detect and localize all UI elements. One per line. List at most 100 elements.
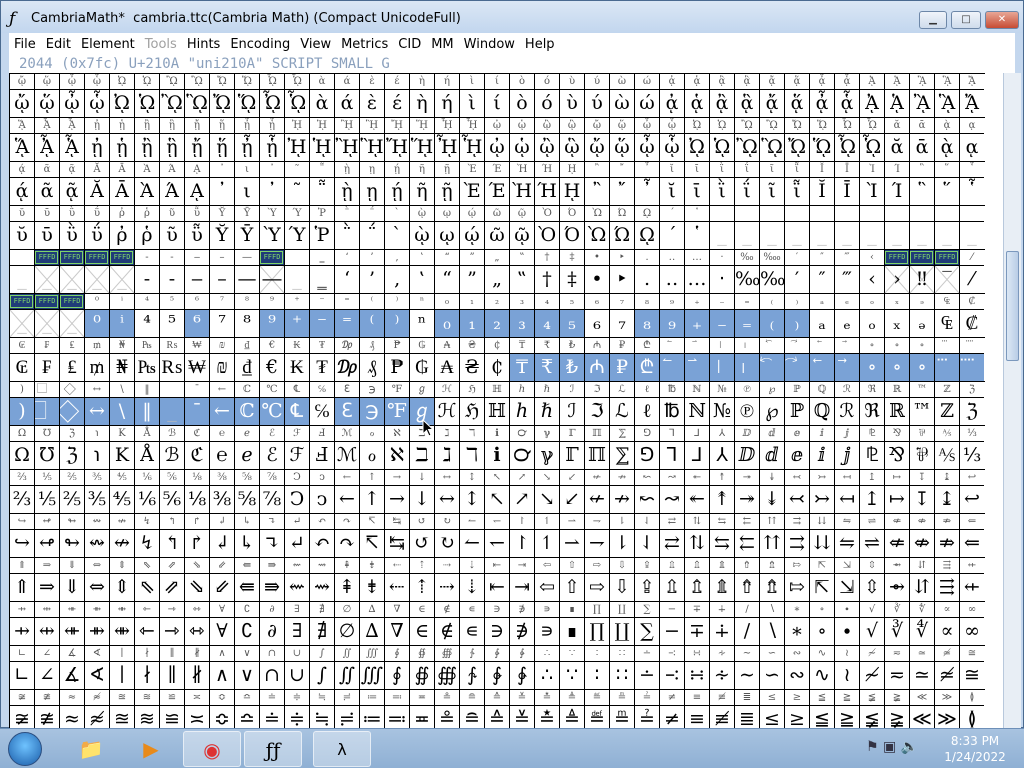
glyph-cell[interactable]: ῧ <box>184 222 209 249</box>
glyph-cell[interactable]: Ᾱ <box>109 178 134 205</box>
glyph-cell[interactable]: _ <box>934 222 959 249</box>
glyph-cell[interactable]: ῷ <box>509 222 534 249</box>
glyph-cell[interactable]: ⅁ <box>634 442 659 469</box>
glyph-cell[interactable]: ᾖ <box>234 134 259 161</box>
glyph-cell[interactable]: ₰ <box>359 354 384 381</box>
glyph-preview-row[interactable]: ↪ ↫ ↬ ↭ ↮ ↯ ↰ ↱ ↲ ↳ ↴ ↵ ↶ ↷ ↸ ↹ ↺ ↻ ↼ ↽ … <box>9 530 984 557</box>
glyph-cell[interactable]: ώ <box>634 90 659 117</box>
glyph-cell[interactable]: ⇬ <box>684 574 709 601</box>
glyph-cell[interactable]: ή <box>434 90 459 117</box>
glyph-cell[interactable]: ⅇ <box>784 442 809 469</box>
glyph-cell[interactable]: ≅ <box>959 662 984 689</box>
glyph-cell[interactable]: ∞ <box>959 618 984 645</box>
glyph-cell[interactable]: ∅ <box>334 618 359 645</box>
glyph-cell[interactable]: ↦ <box>884 486 909 513</box>
glyph-cell[interactable]: ί <box>484 90 509 117</box>
glyph-cell[interactable]: ∘ <box>859 354 884 381</box>
glyph-cell[interactable]: ∦ <box>184 662 209 689</box>
glyph-cell[interactable]: Ώ <box>609 222 634 249</box>
glyph-cell[interactable]: ⁄ <box>959 266 984 293</box>
glyph-cell[interactable]: ₢ <box>9 354 34 381</box>
glyph-cell[interactable]: ≟ <box>634 706 659 729</box>
glyph-cell[interactable]: ᾆ <box>809 90 834 117</box>
glyph-cell[interactable]: ₳ <box>434 354 459 381</box>
glyph-cell[interactable]: ῄ <box>384 178 409 205</box>
glyph-cell[interactable]: ∰ <box>434 662 459 689</box>
glyph-cell[interactable]: ₸ <box>509 354 534 381</box>
glyph-cell[interactable]: ↔ <box>434 486 459 513</box>
glyph-cell[interactable]: ⇵ <box>909 574 934 601</box>
glyph-cell[interactable]: ∧ <box>209 662 234 689</box>
glyph-cell[interactable]: ↜ <box>634 486 659 513</box>
glyph-cell[interactable]: ⁸ <box>234 310 259 337</box>
glyph-cell[interactable]: ↰ <box>159 530 184 557</box>
glyph-cell[interactable]: ⇡ <box>409 574 434 601</box>
glyph-cell[interactable]: ₤ <box>59 354 84 381</box>
glyph-cell[interactable]: ∗ <box>784 618 809 645</box>
glyph-cell[interactable]: ․ <box>634 266 659 293</box>
glyph-cell[interactable]: ᾁ <box>684 90 709 117</box>
glyph-cell[interactable]: ᾯ <box>859 134 884 161</box>
glyph-preview-row[interactable]: ≆ ≇ ≈ ≉ ≊ ≋ ≌ ≍ ≎ ≏ ≐ ≑ ≒ ≓ ≔ ≕ ≖ ≗ ≘ ≙ … <box>9 706 984 729</box>
glyph-cell[interactable]: ⇥ <box>509 574 534 601</box>
glyph-cell[interactable]: ∛ <box>884 618 909 645</box>
explorer-icon[interactable]: 📁 <box>78 737 104 761</box>
glyph-cell[interactable]: ≖ <box>409 706 434 729</box>
glyph-cell[interactable]: ∡ <box>59 662 84 689</box>
glyph-preview-row[interactable]: ⇑ ⇒ ⇓ ⇔ ⇕ ⇖ ⇗ ⇘ ⇙ ⇚ ⇛ ⇜ ⇝ ⇞ ⇟ ⇠ ⇡ ⇢ ⇣ ⇤ … <box>9 574 984 601</box>
glyph-cell[interactable]: ᾝ <box>409 134 434 161</box>
volume-icon[interactable]: 🔈 <box>900 739 919 755</box>
glyph-cell[interactable]: ℛ <box>834 398 859 425</box>
glyph-cell[interactable]: ⅀ <box>609 442 634 469</box>
glyph-cell[interactable]: ↻ <box>434 530 459 557</box>
glyph-cell[interactable]: ℰ <box>259 442 284 469</box>
glyph-cell[interactable]: ℍ <box>484 398 509 425</box>
glyph-preview-row[interactable]: Ω ℧ ℨ ℩ K Å ℬ ℭ ℮ ℯ ℰ ℱ Ⅎ ℳ ℴ ℵ ℶ ℷ ℸ ℹ … <box>9 442 984 469</box>
glyph-cell[interactable]: ∏ <box>584 618 609 645</box>
glyph-cell[interactable]: ↭ <box>84 530 109 557</box>
glyph-cell[interactable]: ₾ <box>634 354 659 381</box>
glyph-cell[interactable]: ≏ <box>234 706 259 729</box>
glyph-cell[interactable]: ῁ <box>309 178 334 205</box>
glyph-cell[interactable]: ₍ <box>759 310 784 337</box>
glyph-cell[interactable]: _ <box>109 266 134 293</box>
glyph-cell[interactable]: ΰ <box>84 222 109 249</box>
glyph-cell[interactable]: ≤ <box>759 706 784 729</box>
glyph-cell[interactable]: – <box>209 266 234 293</box>
glyph-cell[interactable]: ⇑ <box>9 574 34 601</box>
glyph-cell[interactable]: ← <box>334 486 359 513</box>
glyph-cell[interactable]: ≉ <box>84 706 109 729</box>
glyph-cell[interactable]: ⇮ <box>734 574 759 601</box>
glyph-cell[interactable]: ↮ <box>109 530 134 557</box>
glyph-cell[interactable]: ↓ <box>409 486 434 513</box>
glyph-cell[interactable]: _ <box>709 222 734 249</box>
glyph-cell[interactable]: ≬ <box>959 706 984 729</box>
glyph-cell[interactable]: ∶ <box>584 662 609 689</box>
glyph-cell[interactable]: ∽ <box>759 662 784 689</box>
glyph-cell[interactable]: ℯ <box>234 442 259 469</box>
glyph-cell[interactable]: ℅ <box>309 398 334 425</box>
glyph-cell[interactable]: ᾦ <box>59 90 84 117</box>
glyph-cell[interactable]: ₯ <box>334 354 359 381</box>
glyph-cell[interactable]: ℚ <box>809 398 834 425</box>
glyph-cell[interactable]: _ <box>759 222 784 249</box>
glyph-cell[interactable]: ’ <box>359 266 384 293</box>
glyph-cell[interactable]: ᾉ <box>884 90 909 117</box>
glyph-cell[interactable]: ⇔ <box>84 574 109 601</box>
glyph-cell[interactable]: ⇉ <box>784 530 809 557</box>
glyph-cell[interactable]: ℵ <box>384 442 409 469</box>
glyph-cell[interactable]: ´ <box>659 222 684 249</box>
glyph-cell[interactable]: ≍ <box>184 706 209 729</box>
glyph-cell[interactable]: ∠ <box>34 662 59 689</box>
glyph-cell[interactable]: ∄ <box>309 618 334 645</box>
glyph-cell[interactable]: ᾽ <box>209 178 234 205</box>
glyph-cell[interactable]: ⇭ <box>709 574 734 601</box>
glyph-cell[interactable]: ↝ <box>659 486 684 513</box>
glyph-cell[interactable]: ᾤ <box>584 134 609 161</box>
glyph-cell[interactable]: ≙ <box>484 706 509 729</box>
glyph-cell[interactable]: ∓ <box>684 618 709 645</box>
glyph-cell[interactable]: ₮ <box>309 354 334 381</box>
glyph-cell[interactable]: ↫ <box>34 530 59 557</box>
glyph-cell[interactable]: ≐ <box>259 706 284 729</box>
glyph-cell[interactable]: ᾷ <box>59 178 84 205</box>
